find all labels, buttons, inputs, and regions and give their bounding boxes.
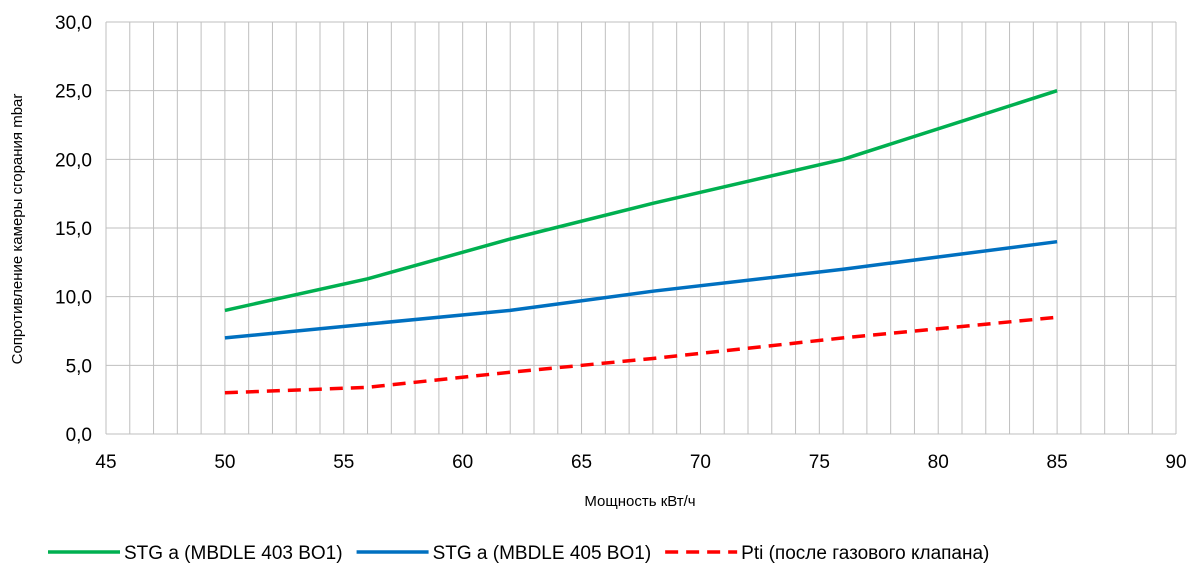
- series-lines: [224, 89, 1058, 395]
- legend-label-2: STG a (MBDLE 405 BO1): [433, 543, 652, 564]
- y-tick-label: 20,0: [55, 150, 92, 171]
- y-tick-label: 10,0: [55, 288, 92, 309]
- x-tick-label: 65: [571, 452, 592, 473]
- series-line-3: [224, 315, 1058, 395]
- x-axis-title: Мощность кВт/ч: [584, 493, 695, 510]
- y-tick-label: 15,0: [55, 219, 92, 240]
- x-tick-label: 75: [809, 452, 830, 473]
- x-axis-ticks: 45 50 55 60 65 70 75 80 85 90: [95, 452, 1186, 473]
- y-tick-label: 0,0: [66, 425, 92, 446]
- x-tick-label: 55: [333, 452, 354, 473]
- series-line-2: [224, 239, 1058, 340]
- grid: [105, 21, 1177, 435]
- x-tick-label: 80: [928, 452, 949, 473]
- x-tick-label: 45: [95, 452, 116, 473]
- series-line-1: [224, 89, 1058, 313]
- legend: STG a (MBDLE 403 BO1) STG a (MBDLE 405 BO…: [48, 543, 989, 564]
- y-axis-title: Сопротивление камеры сгорания mbar: [9, 94, 26, 365]
- y-tick-label: 5,0: [66, 356, 92, 377]
- x-tick-label: 90: [1165, 452, 1186, 473]
- y-axis-ticks: 0,0 5,0 10,0 15,0 20,0 25,0 30,0: [55, 13, 92, 446]
- legend-label-3: Pti (после газового клапана): [741, 543, 989, 564]
- x-tick-label: 50: [214, 452, 235, 473]
- x-tick-label: 70: [690, 452, 711, 473]
- x-tick-label: 60: [452, 452, 473, 473]
- y-tick-label: 25,0: [55, 82, 92, 103]
- y-tick-label: 30,0: [55, 13, 92, 34]
- x-tick-label: 85: [1047, 452, 1068, 473]
- axes: [105, 22, 1176, 435]
- legend-label-1: STG a (MBDLE 403 BO1): [124, 543, 343, 564]
